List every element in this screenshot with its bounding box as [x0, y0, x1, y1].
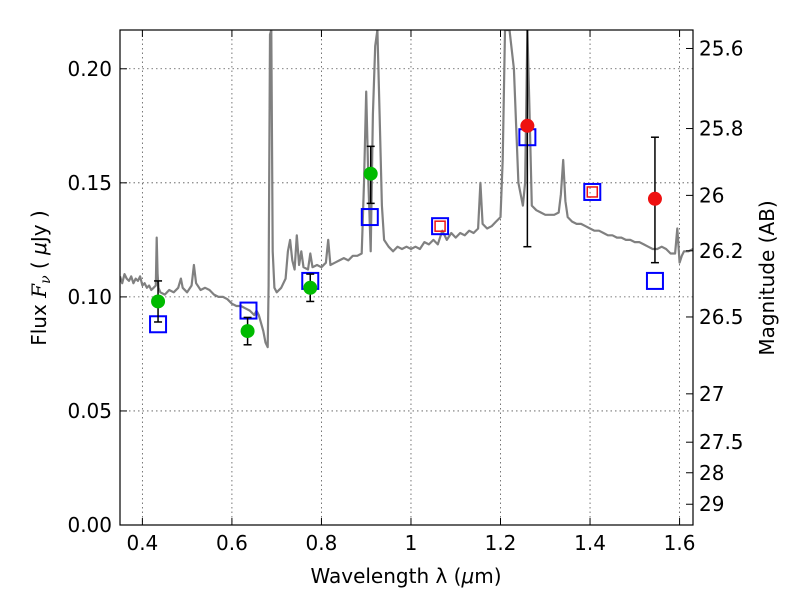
x-tick-label: 0.6: [216, 531, 248, 555]
y-tick-label: 0.05: [67, 399, 112, 423]
y2-tick-label: 29: [699, 492, 724, 516]
markers-layer: [149, 30, 664, 346]
x-tick-label: 0.8: [306, 531, 338, 555]
model-photometry-square: [583, 182, 602, 201]
observed-point: [151, 294, 166, 309]
x-tick-label: 0.4: [126, 531, 158, 555]
plot-frame: [119, 29, 694, 526]
x-tick-label: 1.6: [664, 531, 696, 555]
observed-point: [303, 280, 318, 295]
axis-ticks: 0.4 0.6 0.8 1 1.2 1.4 1.6 0.00 0.05 0.10 0.15 0.20 2…: [67, 30, 744, 555]
spectrum-layer: [120, 30, 693, 349]
y-tick-label: 0.20: [67, 57, 112, 81]
grid-lines: [120, 30, 693, 526]
x-tick-label: 1: [405, 531, 418, 555]
limit-square: [434, 220, 446, 232]
x-tick-label: 1.4: [574, 531, 606, 555]
model-photometry-square: [431, 217, 450, 236]
x-axis-label: Wavelength λ (μm): [310, 564, 501, 588]
y2-tick-label: 26.5: [699, 305, 744, 329]
y2-tick-label: 25.6: [699, 36, 744, 60]
y2-tick-label: 28: [699, 461, 724, 485]
y2-tick-label: 27.5: [699, 430, 744, 454]
x-tick-label: 1.2: [485, 531, 517, 555]
observed-point: [647, 191, 662, 206]
y-tick-label: 0.10: [67, 285, 112, 309]
spectrum-line: [120, 30, 693, 349]
model-photometry-square: [645, 271, 664, 290]
observed-point: [363, 166, 378, 181]
y-tick-label: 0.15: [67, 171, 112, 195]
model-photometry-square: [360, 208, 379, 227]
y2-tick-label: 26.2: [699, 239, 744, 263]
y2-axis-label: Magnitude (AB): [755, 200, 779, 355]
observed-point: [240, 324, 255, 339]
y2-tick-label: 27: [699, 382, 724, 406]
observed-point: [520, 118, 535, 133]
y2-tick-label: 26: [699, 183, 724, 207]
limit-square: [586, 186, 599, 198]
y-axis-label: Flux Fν ( μJy ): [27, 210, 54, 346]
y-tick-label: 0.00: [67, 513, 112, 537]
y2-tick-label: 25.8: [699, 117, 744, 141]
model-photometry-square: [239, 301, 258, 320]
